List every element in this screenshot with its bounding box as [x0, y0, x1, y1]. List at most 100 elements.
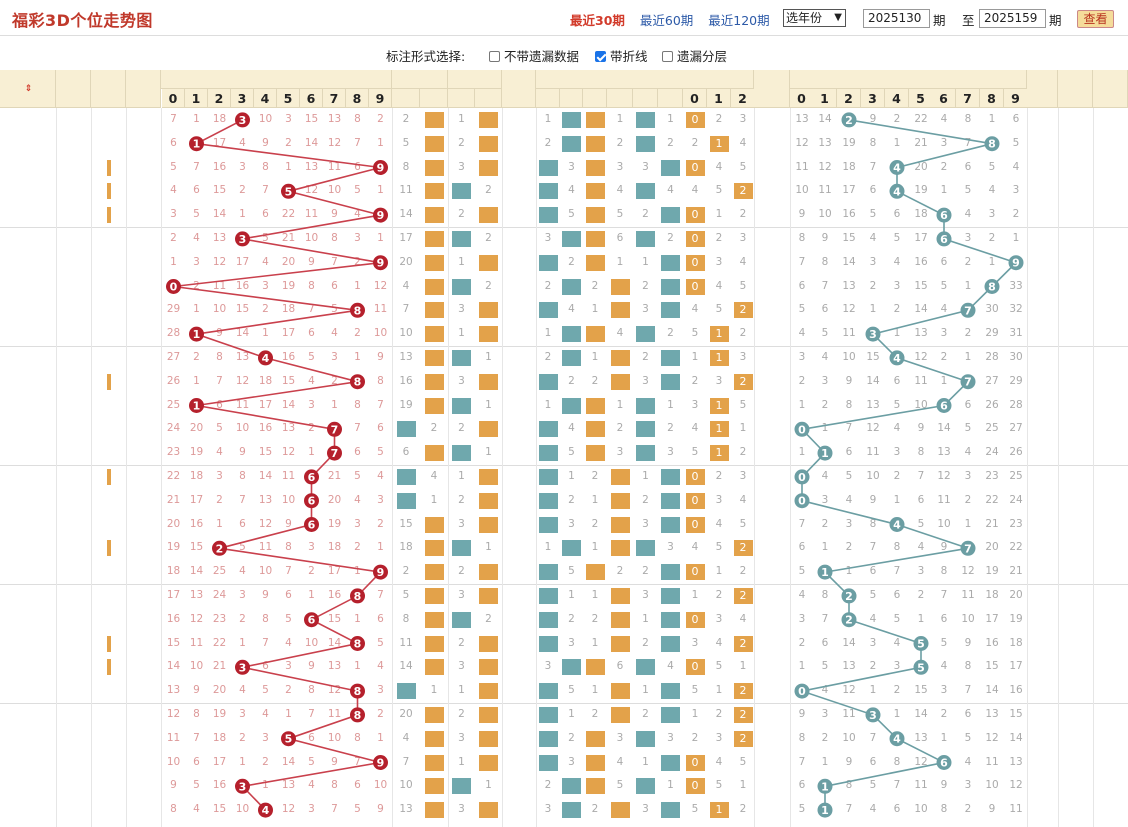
cell-prime-badge [633, 108, 658, 132]
period-tabs: 最近30期 最近60期 最近120期 [570, 10, 781, 29]
omission-value: 2 [458, 136, 465, 149]
checkbox-checked-icon[interactable] [595, 51, 606, 62]
checkbox-icon[interactable] [662, 51, 673, 62]
units-ball-label: 1 [193, 138, 201, 151]
omission-value: 3 [739, 351, 747, 363]
tab-recent-30[interactable]: 最近30期 [570, 13, 625, 28]
amplitude-ball-label: 0 [798, 471, 806, 484]
omission-value: 1 [667, 398, 674, 411]
omission-value: 4 [239, 136, 246, 149]
omission-value: 3 [715, 612, 723, 625]
issue-to-input[interactable]: 2025159 [979, 9, 1046, 28]
header-big [536, 89, 560, 108]
cell-big-badge [536, 441, 560, 465]
omission-value: 5 [193, 208, 200, 221]
cell-mod-badge: 1 [707, 322, 731, 346]
header-amptrend [790, 70, 1027, 89]
cell-prime-badge [633, 227, 658, 251]
omission-value: 1 [591, 493, 599, 506]
amp-omission-value: 6 [893, 374, 901, 387]
cell-even-badge [607, 513, 633, 537]
omission-value: 2 [568, 374, 575, 387]
amplitude-ball-label: 1 [821, 566, 829, 579]
amp-omission-value: 5 [798, 303, 806, 316]
omission-value: 3 [458, 589, 465, 601]
amp-omission-value: 9 [940, 541, 948, 554]
units-ball-label: 3 [239, 114, 247, 127]
mod-badge: 0 [685, 516, 705, 533]
amp-omission-value: 5 [964, 184, 972, 197]
omission-value: 1 [193, 113, 200, 125]
option-line[interactable]: 带折线 [595, 46, 648, 65]
mod-badge: 0 [685, 611, 705, 628]
omission-value: 2 [667, 422, 674, 435]
issue-from-input[interactable]: 2025130 [863, 9, 930, 28]
year-select[interactable]: 选年份 ▼ [783, 9, 846, 27]
label-zhi: 至 [962, 13, 975, 28]
omission-value: 1 [458, 255, 465, 268]
cell-mod-badge: 2 [731, 179, 755, 203]
cell-big-badge [536, 513, 560, 537]
omission-value: 25 [212, 565, 227, 578]
repeat-yes-badge [396, 469, 416, 485]
omission-value: 4 [739, 612, 747, 625]
amp-omission-value: 12 [866, 422, 880, 435]
omission-value: 27 [166, 351, 181, 363]
cell-mod-badge: 1 [707, 394, 731, 418]
omission-value: 9 [377, 351, 384, 363]
header-hotcold [448, 70, 502, 89]
cold-badge [452, 540, 471, 557]
omission-value: 8 [331, 232, 338, 244]
amplitude-ball-label: 7 [964, 304, 972, 317]
amp-omission-value: 6 [964, 160, 972, 173]
cell-small-badge [560, 394, 583, 418]
amp-omission-value: 10 [914, 398, 928, 411]
omission-value: 3 [715, 374, 723, 387]
units-ball-label: 6 [308, 519, 316, 532]
hot-badge [479, 421, 498, 438]
omission-value: 2 [667, 136, 674, 149]
omission-value: 1 [262, 327, 269, 340]
omission-value: 2 [458, 565, 465, 578]
amplitude-ball-label: 6 [940, 233, 948, 246]
tab-recent-120[interactable]: 最近120期 [708, 13, 770, 28]
option-no-miss[interactable]: 不带遗漏数据 [489, 46, 579, 65]
amp-omission-value: 7 [798, 255, 806, 268]
omission-value: 2 [308, 565, 315, 578]
omission-value: 3 [544, 232, 552, 244]
omission-value: 1 [544, 113, 552, 125]
query-button[interactable]: 查看 [1077, 10, 1114, 28]
repeat-no-badge [424, 135, 444, 152]
amp-omission-value: 28 [1009, 398, 1023, 411]
omission-value: 2 [544, 136, 552, 149]
units-ball-label: 7 [331, 423, 339, 436]
amp-omission-value: 15 [914, 279, 928, 292]
comp-badge [661, 588, 680, 604]
omission-value: 22 [166, 470, 181, 482]
tab-recent-60[interactable]: 最近60期 [639, 13, 694, 28]
amp-omission-value: 29 [1009, 374, 1023, 387]
omission-value: 9 [285, 517, 292, 530]
omission-value: 1 [739, 422, 747, 435]
option-layer[interactable]: 遗漏分层 [662, 46, 727, 65]
omission-value: 8 [262, 612, 269, 625]
amplitude-ball-label: 4 [893, 162, 901, 175]
mod-badge: 1 [709, 135, 729, 152]
omission-value: 12 [281, 446, 296, 459]
omission-value: 5 [715, 541, 723, 554]
amp-omission-value: 3 [893, 279, 901, 292]
hot-badge [479, 326, 498, 343]
amp-omission-value: 4 [940, 113, 948, 125]
omission-value: 3 [568, 517, 575, 530]
omission-value: 21 [166, 493, 181, 506]
amp-omission-value: 23 [1009, 517, 1023, 530]
omission-value: 2 [739, 208, 747, 221]
amp-omission-value: 14 [937, 422, 951, 435]
amp-omission-value: 10 [961, 612, 975, 625]
omission-value: 1 [354, 279, 361, 292]
cell-cold-badge [448, 536, 475, 560]
header-amp-digit: 6 [932, 89, 956, 108]
checkbox-icon[interactable] [489, 51, 500, 62]
sort-icon[interactable]: ⇕ [24, 83, 33, 94]
units-ball-label: 0 [170, 281, 178, 294]
